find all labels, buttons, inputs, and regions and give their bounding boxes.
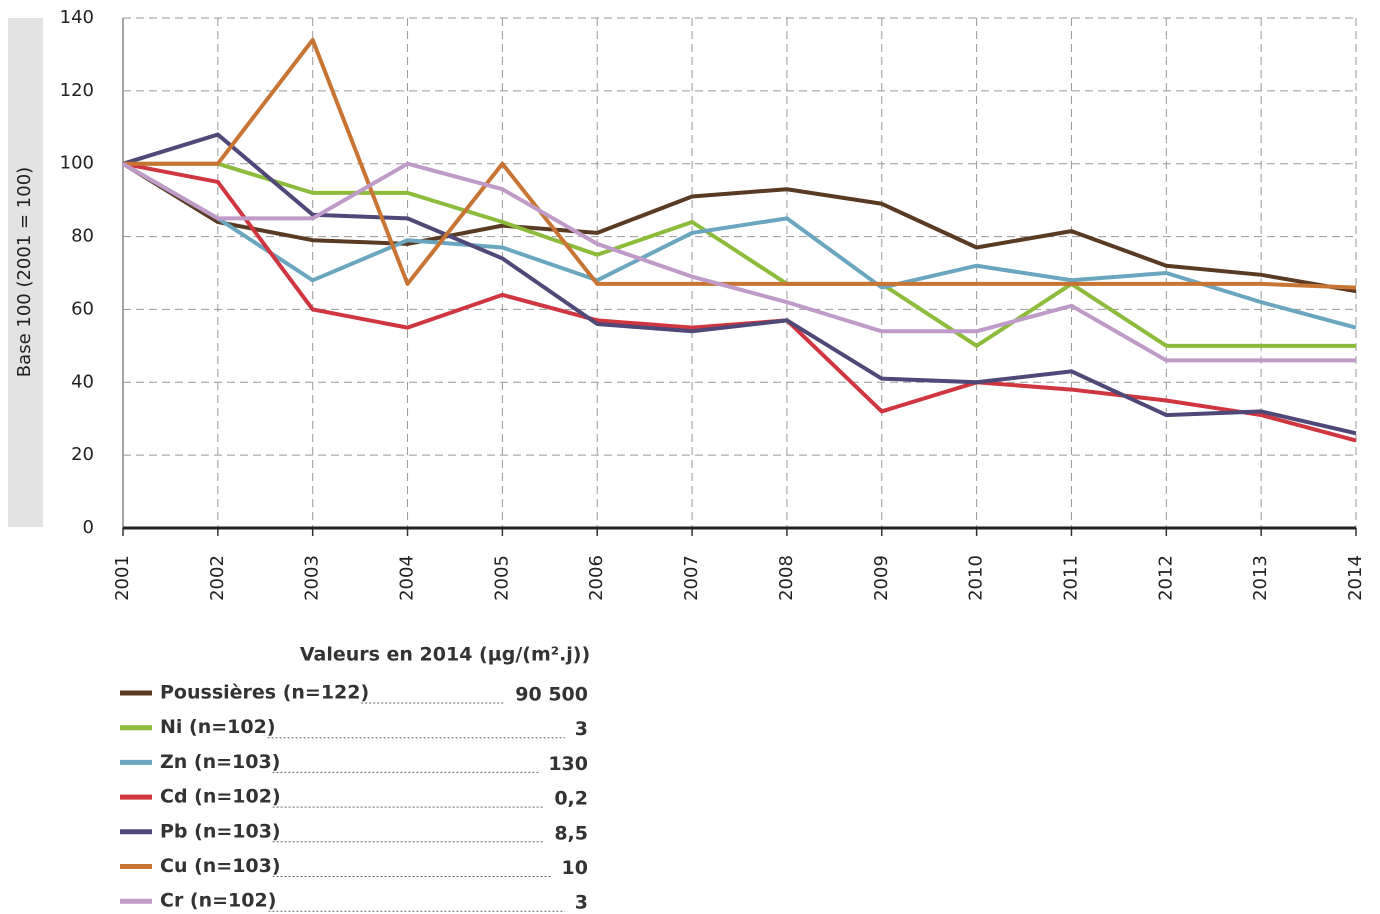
- data-line: [122, 161, 1356, 363]
- data-line: [122, 161, 1357, 443]
- x-tick-label: 2008: [776, 555, 797, 601]
- legend-value: 3: [575, 892, 588, 914]
- legend-value: 130: [548, 753, 588, 775]
- x-tick-label: 2010: [966, 555, 987, 601]
- legend-title: Valeurs en 2014 (µg/(m².j)): [300, 644, 590, 666]
- data-line: [121, 162, 1357, 294]
- legend-label: Cd (n=102): [160, 786, 281, 808]
- legend-value: 0,2: [554, 788, 588, 810]
- y-tick-label: 40: [71, 371, 94, 392]
- x-tick-label: 2014: [1345, 555, 1366, 601]
- y-tick-label: 120: [60, 80, 94, 101]
- x-tick-label: 2003: [302, 555, 323, 601]
- y-tick-label: 0: [83, 517, 94, 538]
- data-line: [122, 161, 1357, 330]
- y-label-box: [8, 18, 43, 527]
- data-line: [122, 132, 1357, 436]
- x-tick-label: 2011: [1060, 555, 1081, 601]
- y-tick-label: 100: [60, 153, 94, 174]
- y-axis-label: Base 100 (2001 = 100): [14, 167, 35, 377]
- legend-label: Cu (n=103): [160, 855, 281, 877]
- y-tick-label: 140: [60, 7, 94, 28]
- x-tick-label: 2013: [1250, 555, 1271, 601]
- legend-label: Pb (n=103): [160, 820, 281, 842]
- legend-value: 10: [562, 857, 588, 879]
- legend-label: Zn (n=103): [160, 751, 280, 773]
- data-line: [123, 161, 1356, 348]
- x-tick-label: 2004: [397, 555, 418, 601]
- x-tick-label: 2012: [1155, 555, 1176, 601]
- legend-label: Ni (n=102): [160, 716, 276, 738]
- data-line: [123, 37, 1357, 290]
- x-tick-label: 2001: [112, 555, 133, 601]
- y-tick-label: 80: [71, 226, 94, 247]
- x-tick-label: 2002: [207, 555, 228, 601]
- legend-label: Cr (n=102): [160, 890, 276, 912]
- x-tick-label: 2009: [871, 555, 892, 601]
- legend-value: 3: [575, 718, 588, 740]
- y-tick-label: 20: [71, 444, 94, 465]
- y-tick-label: 60: [71, 298, 94, 319]
- x-tick-label: 2007: [681, 555, 702, 601]
- x-tick-label: 2005: [491, 555, 512, 601]
- legend-value: 90 500: [515, 684, 588, 706]
- legend-value: 8,5: [554, 822, 588, 844]
- legend-label: Poussières (n=122): [160, 682, 369, 704]
- x-tick-label: 2006: [586, 555, 607, 601]
